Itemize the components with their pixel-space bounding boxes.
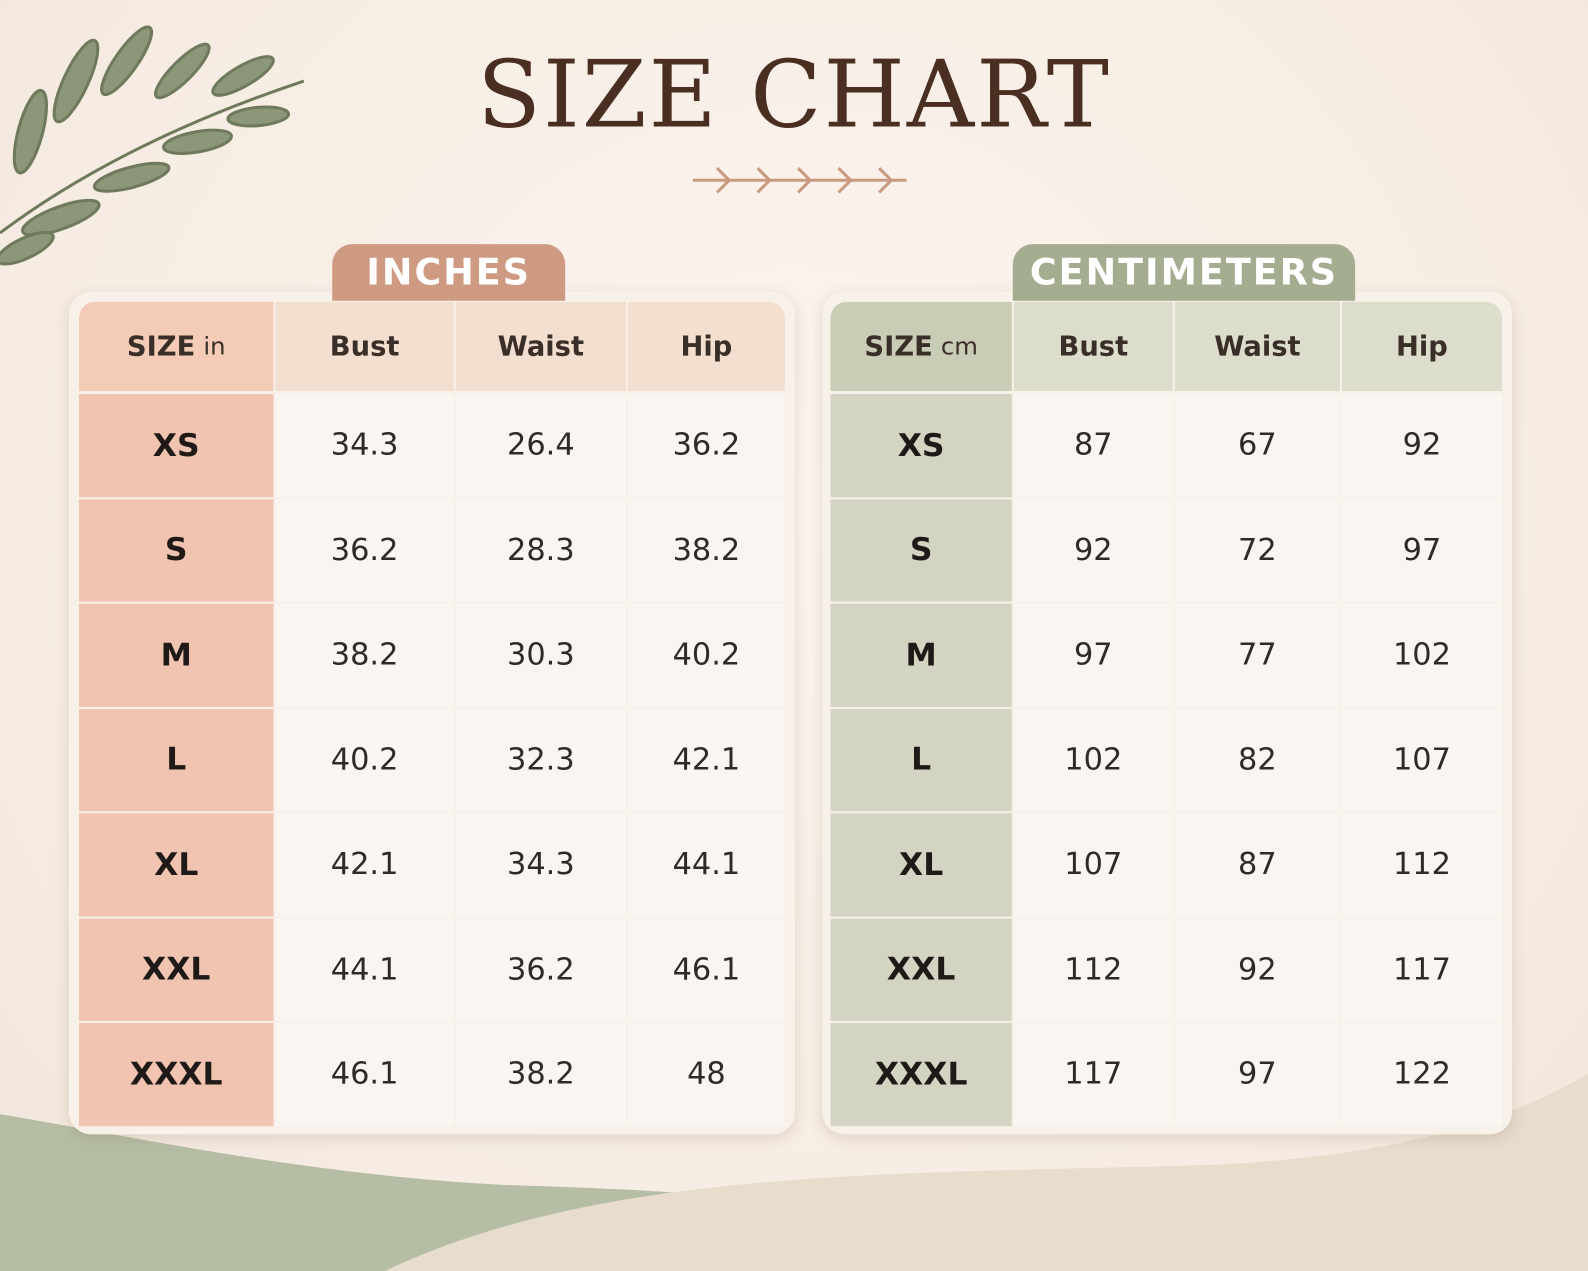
size-cell: XXXL [830,1022,1012,1126]
value-cell: 26.4 [455,393,626,497]
column-header: Bust [275,301,454,391]
value-cell: 107 [1341,708,1502,812]
value-cell: 87 [1174,813,1340,917]
value-cell: 30.3 [455,603,626,707]
value-cell: 48 [627,1022,785,1126]
value-cell: 40.2 [627,603,785,707]
value-cell: 28.3 [455,498,626,602]
value-cell: 67 [1174,393,1340,497]
column-header: Bust [1013,301,1173,391]
size-cell: XL [78,813,274,917]
unit-label: cm [940,332,978,361]
value-cell: 117 [1341,918,1502,1021]
size-header: SIZE [864,330,933,363]
size-cell: XXL [830,918,1012,1021]
leaves [0,25,305,266]
value-cell: 87 [1013,393,1173,497]
value-cell: 44.1 [627,813,785,917]
value-cell: 102 [1341,603,1502,707]
column-header: Hip [1341,301,1502,391]
value-cell: 97 [1013,603,1173,707]
value-cell: 112 [1013,918,1173,1021]
size-cell: XXXL [78,1022,274,1126]
size-cell: L [78,708,274,812]
ornament [692,167,907,194]
value-cell: 82 [1174,708,1340,812]
value-cell: 38.2 [455,1022,626,1126]
value-cell: 40.2 [275,708,454,812]
column-header: Hip [627,301,785,391]
size-cell: L [830,708,1012,812]
value-cell: 122 [1341,1022,1502,1126]
value-cell: 36.2 [627,393,785,497]
value-cell: 92 [1174,918,1340,1021]
value-cell: 97 [1174,1022,1340,1126]
size-cell: S [830,498,1012,602]
value-cell: 34.3 [275,393,454,497]
value-cell: 38.2 [275,603,454,707]
value-cell: 42.1 [627,708,785,812]
value-cell: 46.1 [275,1022,454,1126]
value-cell: 97 [1341,498,1502,602]
value-cell: 34.3 [455,813,626,917]
size-cell: S [78,498,274,602]
value-cell: 38.2 [627,498,785,602]
value-cell: 102 [1013,708,1173,812]
title: SIZE CHART [477,40,1111,149]
value-cell: 32.3 [455,708,626,812]
column-header: Waist [455,301,626,391]
value-cell: 46.1 [627,918,785,1021]
value-cell: 92 [1013,498,1173,602]
value-cell: 107 [1013,813,1173,917]
size-cell: XS [78,393,274,497]
column-header: Waist [1174,301,1340,391]
value-cell: 42.1 [275,813,454,917]
value-cell: 72 [1174,498,1340,602]
value-cell: 117 [1013,1022,1173,1126]
unit-label: in [203,332,226,361]
header-cell: SIZE in [78,301,274,391]
value-cell: 112 [1341,813,1502,917]
size-header: SIZE [126,330,196,363]
value-cell: 44.1 [275,918,454,1021]
size-cell: M [830,603,1012,707]
size-cell: M [78,603,274,707]
beige-wave [384,1073,1588,1271]
unit-tab: CENTIMETERS [1012,244,1356,301]
size-cell: XXL [78,918,274,1021]
unit-tab: INCHES [332,244,566,301]
value-cell: 77 [1174,603,1340,707]
value-cell: 36.2 [275,498,454,602]
size-cell: XS [830,393,1012,497]
value-cell: 36.2 [455,918,626,1021]
size-cell: XL [830,813,1012,917]
value-cell: 92 [1341,393,1502,497]
header-cell: SIZE cm [830,301,1012,391]
